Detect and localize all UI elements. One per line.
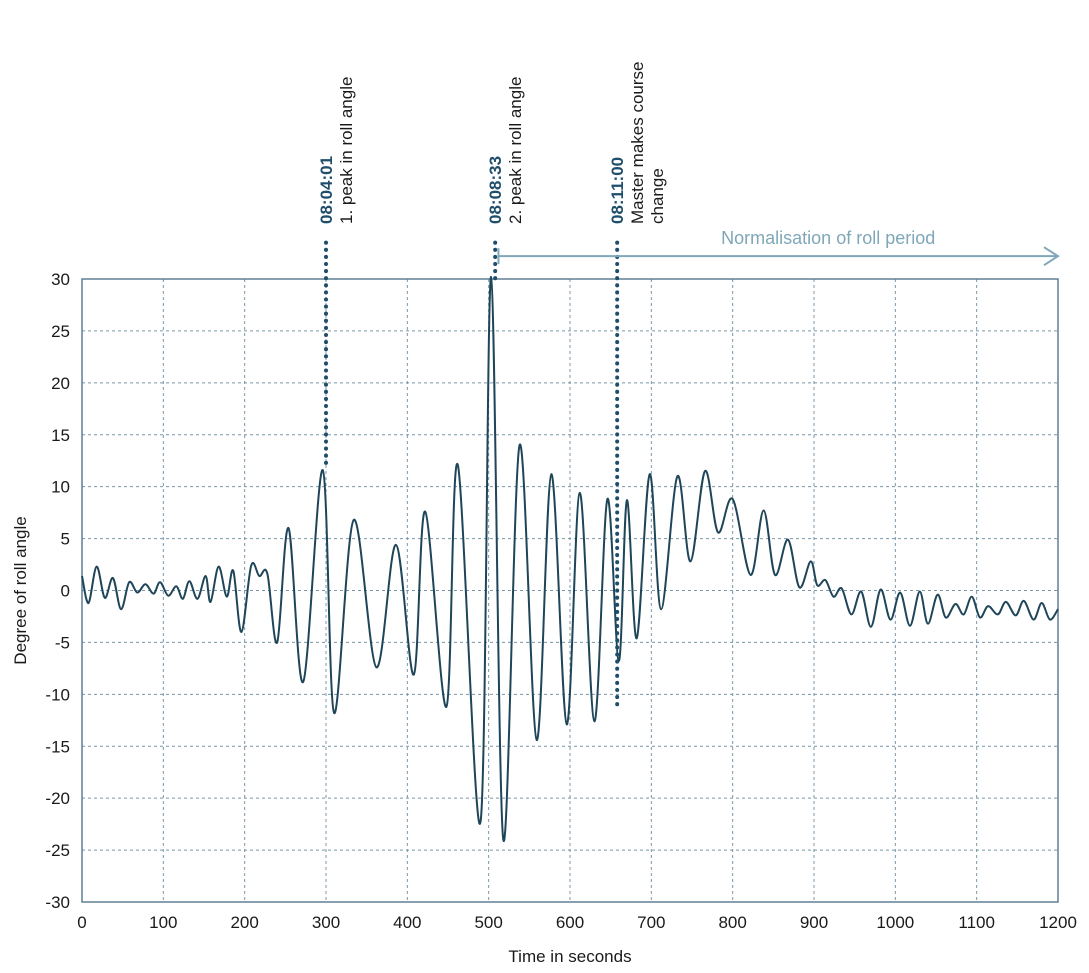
x-tick-label: 800	[718, 913, 746, 932]
y-tick-label: -20	[45, 789, 70, 808]
y-tick-label: 30	[51, 270, 70, 289]
plot-frame	[81, 278, 1059, 903]
x-tick-label: 300	[312, 913, 340, 932]
range-arrow-head	[1043, 246, 1060, 266]
y-tick-label: -5	[55, 633, 70, 652]
y-tick-label: 15	[51, 426, 70, 445]
y-axis-title: Degree of roll angle	[11, 516, 30, 664]
event-label: 08:11:00Master makes coursechange	[608, 62, 667, 225]
tick-labels: 0 100 200 300 400 500 600 700 800 900 1000 1100 1200…	[45, 270, 1076, 932]
y-tick-label: 20	[51, 374, 70, 393]
x-tick-label: 0	[77, 913, 86, 932]
series-layer	[81, 275, 1059, 842]
x-tick-label: 100	[149, 913, 177, 932]
x-tick-label: 700	[637, 913, 665, 932]
normalisation-label: Normalisation of roll period	[721, 228, 935, 248]
x-tick-label: 1200	[1039, 913, 1077, 932]
x-tick-label: 200	[230, 913, 258, 932]
event-time: 08:08:33	[486, 156, 505, 224]
x-axis-title: Time in seconds	[508, 947, 631, 966]
event-time: 08:04:01	[317, 156, 336, 224]
y-tick-label: 0	[61, 582, 70, 601]
y-tick-label: 5	[61, 530, 70, 549]
x-tick-label: 1000	[876, 913, 914, 932]
x-tick-label: 1100	[958, 913, 995, 932]
x-tick-label: 500	[474, 913, 502, 932]
y-tick-label: -10	[45, 685, 70, 704]
event-label: 08:08:332. peak in roll angle	[486, 77, 525, 224]
event-label: 08:04:011. peak in roll angle	[317, 77, 356, 224]
x-tick-label: 600	[556, 913, 584, 932]
event-time: 08:11:00	[608, 157, 627, 224]
x-tick-label: 400	[393, 913, 421, 932]
event-description: Master makes course	[628, 62, 647, 225]
y-tick-label: 10	[51, 478, 70, 497]
y-tick-label: -30	[45, 893, 70, 912]
event-description: change	[648, 168, 667, 224]
x-tick-label: 900	[800, 913, 828, 932]
y-tick-label: -25	[45, 841, 70, 860]
annotations-layer: 08:04:011. peak in roll angle 08:08:332. …	[317, 62, 1060, 707]
roll-angle-series-line	[81, 275, 1059, 842]
event-description: 2. peak in roll angle	[506, 77, 525, 224]
event-description: 1. peak in roll angle	[337, 77, 356, 224]
y-tick-label: 25	[51, 322, 70, 341]
grid	[81, 278, 1059, 903]
y-tick-label: -15	[45, 737, 70, 756]
